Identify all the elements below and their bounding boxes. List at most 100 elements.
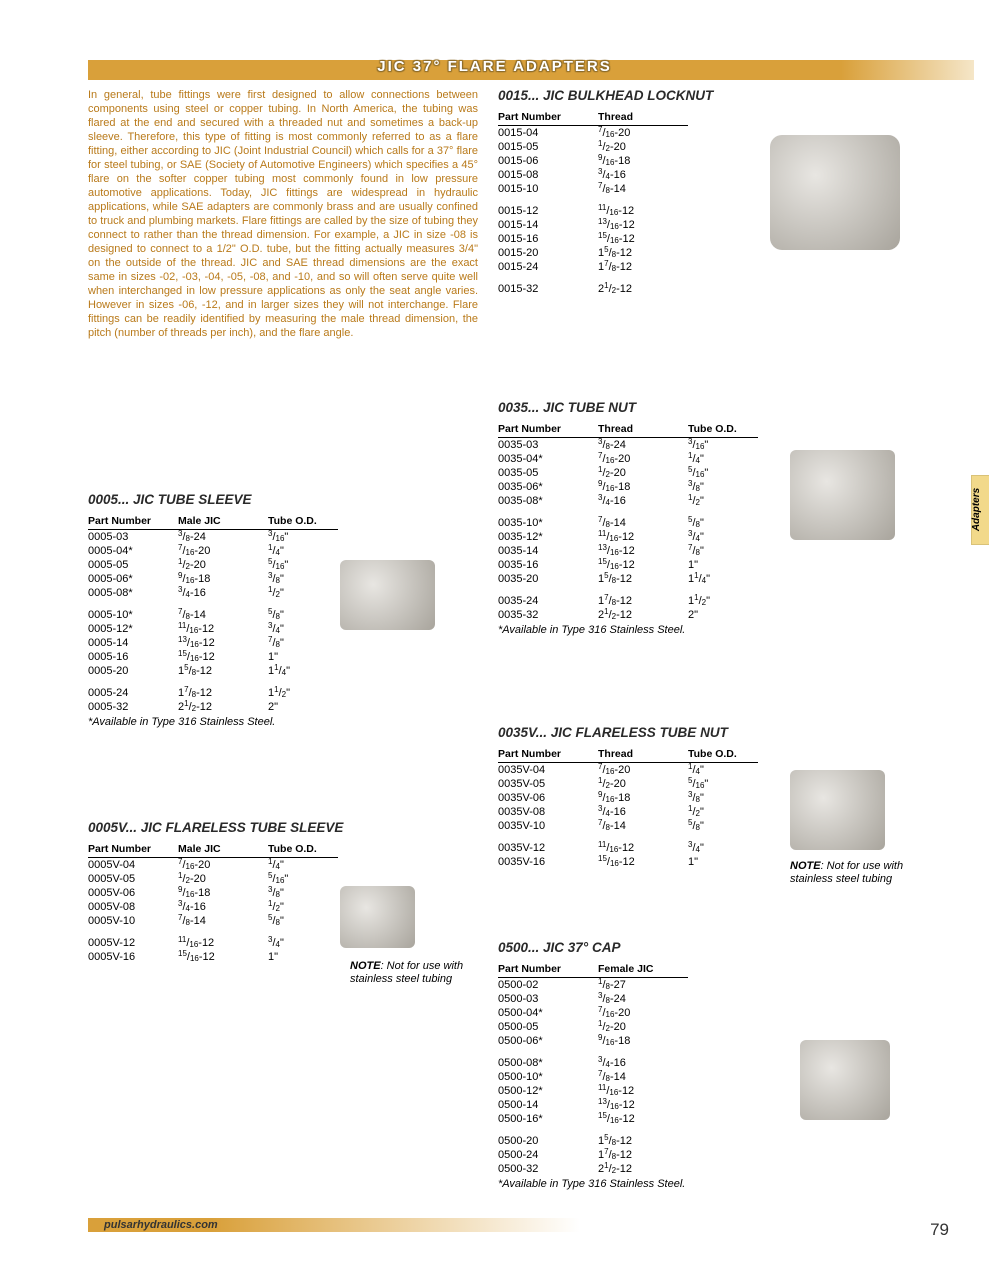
cell-value: 3/16" — [688, 438, 758, 453]
cell-partnum: 0035V-08 — [498, 805, 598, 819]
cell-value: 11/16-12 — [598, 1084, 688, 1098]
cell-partnum: 0035V-12 — [498, 841, 598, 855]
cell-value: 9/16-18 — [598, 480, 688, 494]
table-row: 0035V-051/2-205/16" — [498, 777, 758, 791]
cell-value: 5/16" — [268, 558, 338, 572]
table-row: 0005-1615/16-121" — [88, 650, 338, 664]
cell-value: 7/16-20 — [178, 544, 268, 558]
cell-value: 21/2-12 — [598, 1162, 688, 1176]
col-malejic: Male JIC — [178, 513, 268, 530]
cell-value: 13/16-12 — [598, 1098, 688, 1112]
cell-value: 3/4-16 — [598, 494, 688, 508]
table-row: 0015-047/16-20 — [498, 126, 688, 141]
cell-value: 1/4" — [268, 858, 338, 873]
table-row: 0035-2417/8-1211/2" — [498, 594, 758, 608]
cell-value: 9/16-18 — [598, 154, 688, 168]
table-row: 0005-12*11/16-123/4" — [88, 622, 338, 636]
page-number: 79 — [930, 1220, 949, 1240]
cell-value: 11/16-12 — [598, 204, 688, 218]
cell-partnum: 0500-14 — [498, 1098, 598, 1112]
table-row: 0005V-047/16-201/4" — [88, 858, 338, 873]
col-tubeod: Tube O.D. — [688, 746, 758, 763]
cell-value: 1" — [688, 855, 758, 869]
table-row — [498, 508, 758, 516]
table-row — [498, 586, 758, 594]
product-image-0005v — [340, 886, 415, 948]
table-row — [88, 928, 338, 936]
cell-partnum: 0035-06* — [498, 480, 598, 494]
cell-value: 3/4-16 — [178, 900, 268, 914]
table-row: 0005V-083/4-161/2" — [88, 900, 338, 914]
table-row: 0005-10*7/8-145/8" — [88, 608, 338, 622]
col-tubeod: Tube O.D. — [268, 841, 338, 858]
table-row: 0035-033/8-243/16" — [498, 438, 758, 453]
col-tubeod: Tube O.D. — [268, 513, 338, 530]
table-row: 0035-1413/16-127/8" — [498, 544, 758, 558]
product-image-0005 — [340, 560, 435, 630]
cell-value: 5/8" — [688, 516, 758, 530]
page-title: JIC 37° FLARE ADAPTERS — [0, 58, 989, 75]
cell-value: 11/4" — [268, 664, 338, 678]
cell-value: 11/2" — [268, 686, 338, 700]
cell-value: 3/8" — [688, 480, 758, 494]
cell-value: 15/16-12 — [178, 950, 268, 964]
cell-value: 7/8-14 — [598, 182, 688, 196]
cell-value: 3/4" — [688, 841, 758, 855]
section-title-0035: 0035... JIC TUBE NUT — [498, 400, 908, 415]
cell-value: 21/2-12 — [178, 700, 268, 714]
col-partnum: Part Number — [498, 421, 598, 438]
cell-partnum: 0015-32 — [498, 282, 598, 296]
cell-value: 1/2" — [268, 900, 338, 914]
cell-value: 11/16-12 — [178, 936, 268, 950]
cell-value: 1/4" — [688, 763, 758, 778]
side-tab: Adapters — [971, 475, 989, 545]
cell-value: 15/16-12 — [598, 232, 688, 246]
cell-value: 1" — [268, 950, 338, 964]
table-row — [88, 600, 338, 608]
table-row — [498, 274, 688, 282]
table-row: 0500-08*3/4-16 — [498, 1056, 688, 1070]
cell-partnum: 0500-12* — [498, 1084, 598, 1098]
section-title-0015: 0015... JIC BULKHEAD LOCKNUT — [498, 88, 908, 103]
table-row: 0015-2417/8-12 — [498, 260, 688, 274]
table-row: 0500-16*15/16-12 — [498, 1112, 688, 1126]
cell-partnum: 0005-04* — [88, 544, 178, 558]
cell-value: 7/16-20 — [598, 126, 688, 141]
cell-value: 5/16" — [688, 466, 758, 480]
cell-value: 13/16-12 — [598, 218, 688, 232]
cell-value: 7/16-20 — [178, 858, 268, 873]
table-row: 0035V-047/16-201/4" — [498, 763, 758, 778]
cell-value: 15/16-12 — [598, 558, 688, 572]
cell-value: 1/4" — [268, 544, 338, 558]
cell-partnum: 0005V-06 — [88, 886, 178, 900]
cell-value: 11/4" — [688, 572, 758, 586]
cell-partnum: 0500-04* — [498, 1006, 598, 1020]
cell-partnum: 0035-08* — [498, 494, 598, 508]
table-row: 0500-12*11/16-12 — [498, 1084, 688, 1098]
col-femalejic: Female JIC — [598, 961, 688, 978]
table-row: 0500-021/8-27 — [498, 978, 688, 993]
table-row: 0015-1615/16-12 — [498, 232, 688, 246]
table-row: 0035-1615/16-121" — [498, 558, 758, 572]
product-image-0500 — [800, 1040, 890, 1120]
cell-partnum: 0035-32 — [498, 608, 598, 622]
cell-partnum: 0035-20 — [498, 572, 598, 586]
table-row: 0015-2015/8-12 — [498, 246, 688, 260]
cell-partnum: 0005V-10 — [88, 914, 178, 928]
cell-value: 1/4" — [688, 452, 758, 466]
cell-partnum: 0500-08* — [498, 1056, 598, 1070]
cell-value: 3/8" — [268, 572, 338, 586]
cell-value: 3/4-16 — [598, 1056, 688, 1070]
cell-partnum: 0500-06* — [498, 1034, 598, 1048]
cell-partnum: 0015-12 — [498, 204, 598, 218]
section-0005v: 0005V... JIC FLARELESS TUBE SLEEVE Part … — [88, 820, 488, 964]
table-row: 0005V-069/16-183/8" — [88, 886, 338, 900]
table-row: 0005-3221/2-122" — [88, 700, 338, 714]
cell-partnum: 0500-20 — [498, 1134, 598, 1148]
cell-partnum: 0005-14 — [88, 636, 178, 650]
cell-partnum: 0015-14 — [498, 218, 598, 232]
table-row: 0500-1413/16-12 — [498, 1098, 688, 1112]
cell-partnum: 0500-24 — [498, 1148, 598, 1162]
cell-partnum: 0015-08 — [498, 168, 598, 182]
table-0500: Part Number Female JIC 0500-021/8-270500… — [498, 961, 688, 1176]
